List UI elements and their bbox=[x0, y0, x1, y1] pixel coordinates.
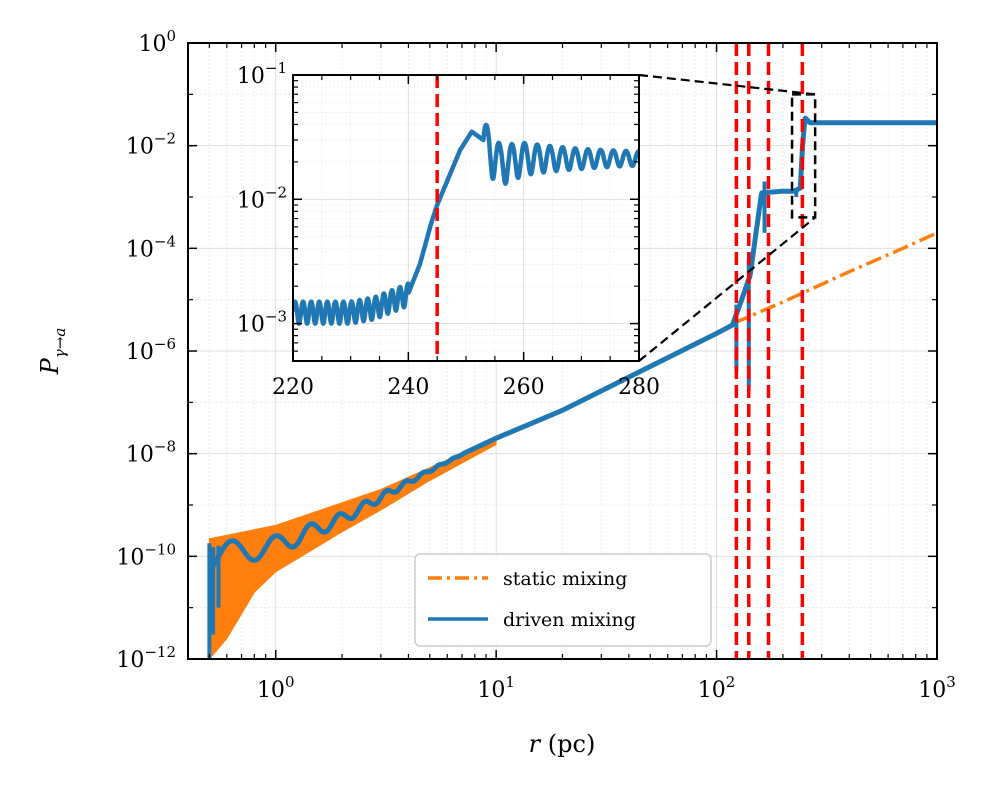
inset-x-tick-label: 260 bbox=[503, 375, 545, 400]
zoom-connector bbox=[638, 73, 816, 96]
main-ticks: 100 101 102 103 10−12 10−10 10−8 10−6 10−4 10−2 10… bbox=[116, 27, 955, 703]
zoom-box bbox=[790, 93, 817, 219]
zoom-indicator bbox=[638, 73, 817, 362]
y-tick-label: 10−10 bbox=[116, 540, 176, 570]
y-tick-label: 100 bbox=[138, 27, 176, 57]
inset-y-tick-label: 10−1 bbox=[237, 59, 287, 89]
axis-labels: r (pc) Pγ→a bbox=[36, 328, 595, 758]
legend-static-label: static mixing bbox=[503, 568, 627, 590]
inset-y-tick-label: 10−2 bbox=[237, 183, 287, 213]
driven-mixing-line bbox=[207, 115, 937, 572]
legend-box bbox=[414, 553, 712, 647]
static-mixing-line bbox=[733, 231, 937, 325]
inset-driven-mixing-line bbox=[293, 122, 639, 326]
inset-data bbox=[293, 122, 639, 326]
inset-plot: 220 240 260 280 10−3 10−2 10−1 bbox=[237, 59, 660, 400]
x-tick-label: 102 bbox=[698, 673, 736, 703]
zoom-connector bbox=[638, 216, 816, 362]
legend-driven-label: driven mixing bbox=[503, 609, 636, 631]
inset-x-tick-label: 240 bbox=[387, 375, 429, 400]
y-tick-label: 10−2 bbox=[126, 130, 176, 160]
y-tick-label: 10−12 bbox=[116, 643, 176, 673]
x-axis-label: r (pc) bbox=[529, 730, 596, 758]
y-tick-label: 10−4 bbox=[126, 232, 176, 262]
inset-x-tick-label: 280 bbox=[618, 375, 660, 400]
y-tick-label: 10−8 bbox=[126, 438, 176, 468]
inset-ticks: 220 240 260 280 10−3 10−2 10−1 bbox=[237, 59, 660, 400]
x-tick-label: 101 bbox=[477, 673, 515, 703]
main-vlines bbox=[734, 43, 805, 659]
legend: static mixing driven mixing bbox=[414, 553, 712, 647]
inset-x-tick-label: 220 bbox=[272, 375, 314, 400]
x-tick-label: 100 bbox=[257, 673, 295, 703]
y-axis-label: Pγ→a bbox=[36, 328, 69, 376]
y-tick-label: 10−6 bbox=[126, 335, 176, 365]
inset-y-tick-label: 10−3 bbox=[237, 308, 287, 338]
x-tick-label: 103 bbox=[918, 673, 956, 703]
